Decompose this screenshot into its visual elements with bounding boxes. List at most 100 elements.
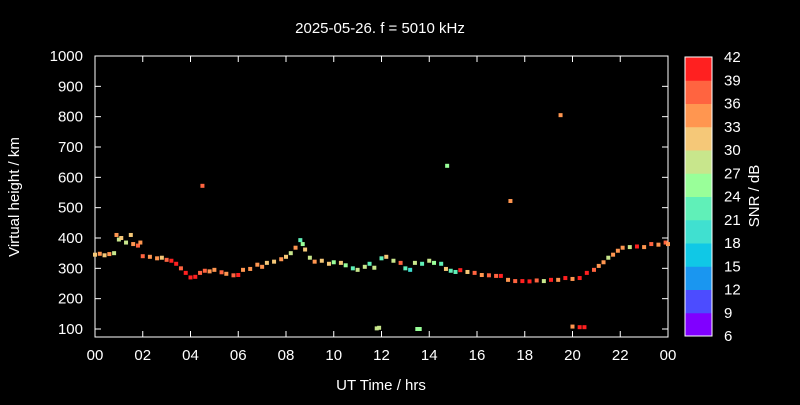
data-point — [241, 267, 246, 272]
colorbar-band — [685, 103, 712, 128]
data-point — [563, 276, 568, 281]
colorbar-band — [685, 196, 712, 221]
data-point — [255, 262, 260, 267]
data-point — [300, 242, 305, 247]
colorbar-tick-label: 27 — [724, 165, 741, 182]
data-point — [666, 242, 670, 247]
data-point — [577, 276, 582, 281]
data-point — [498, 273, 503, 278]
data-point — [479, 273, 484, 278]
data-point — [231, 273, 236, 278]
colorbar-band — [685, 266, 712, 290]
y-tick-label: 500 — [58, 200, 83, 217]
data-point — [159, 255, 164, 260]
data-point — [432, 260, 437, 265]
data-point — [584, 270, 589, 275]
colorbar-band — [685, 80, 712, 104]
colorbar-tick-label: 9 — [724, 305, 732, 322]
data-point — [202, 268, 207, 273]
data-point — [541, 279, 546, 284]
x-tick-label: 12 — [373, 347, 390, 364]
data-point — [155, 256, 160, 261]
colorbar-band — [685, 57, 712, 81]
data-point — [362, 264, 367, 269]
data-point — [135, 243, 140, 248]
data-point — [582, 325, 587, 330]
colorbar-band — [685, 243, 712, 267]
x-tick-label: 00 — [87, 347, 104, 364]
colorbar-label: SNR / dB — [746, 165, 763, 228]
data-point — [116, 237, 121, 242]
y-tick-label: 100 — [58, 321, 83, 338]
y-axis-label: Virtual height / km — [6, 137, 23, 257]
data-point — [472, 270, 477, 275]
data-point — [417, 327, 422, 331]
data-point — [102, 253, 107, 258]
data-point — [307, 255, 312, 260]
colorbar-tick-label: 6 — [724, 328, 732, 345]
y-tick-label: 800 — [58, 109, 83, 126]
x-tick-label: 20 — [564, 347, 581, 364]
y-tick-label: 300 — [58, 260, 83, 277]
data-point — [408, 267, 413, 272]
x-tick-label: 22 — [612, 347, 629, 364]
data-point — [534, 278, 539, 283]
data-point — [338, 260, 343, 265]
data-point — [264, 260, 269, 265]
y-tick-label: 700 — [58, 139, 83, 156]
colorbar-band — [685, 126, 712, 151]
colorbar-tick-label: 42 — [724, 49, 741, 66]
data-point — [272, 259, 277, 264]
data-point — [164, 257, 169, 262]
colorbar-band — [685, 289, 712, 314]
data-point — [663, 240, 668, 245]
chart-title: 2025-05-26. f = 5010 kHz — [295, 20, 465, 37]
data-point — [284, 254, 288, 259]
data-point — [174, 261, 179, 266]
data-point — [558, 113, 563, 118]
data-point — [520, 279, 525, 284]
data-point — [207, 269, 212, 274]
colorbar-tick-label: 12 — [724, 282, 741, 299]
data-point — [615, 248, 620, 253]
data-point — [486, 273, 491, 278]
data-point — [183, 270, 188, 275]
data-point — [513, 279, 518, 284]
data-point — [107, 252, 112, 257]
data-point — [303, 247, 308, 252]
data-point — [350, 266, 355, 271]
data-point — [494, 273, 499, 278]
data-point — [415, 327, 420, 331]
data-point — [570, 324, 575, 329]
data-point — [212, 267, 217, 272]
colorbar-tick-label: 15 — [724, 258, 741, 275]
data-point — [384, 254, 389, 259]
data-point — [527, 279, 532, 284]
data-point — [293, 245, 298, 250]
data-point — [372, 265, 377, 270]
data-point — [169, 258, 174, 263]
y-tick-label: 1000 — [50, 48, 83, 65]
x-axis-label: UT Time / hrs — [336, 377, 426, 394]
data-point — [379, 256, 384, 261]
data-point — [367, 261, 372, 266]
colorbar-band — [685, 173, 712, 197]
data-point — [549, 277, 554, 282]
data-point — [128, 232, 133, 237]
x-tick-label: 18 — [516, 347, 533, 364]
data-point — [642, 245, 647, 250]
data-point — [114, 232, 119, 237]
data-point — [448, 268, 453, 273]
data-point — [343, 263, 348, 268]
data-point — [627, 245, 632, 250]
colorbar-band — [685, 150, 712, 174]
x-tick-label: 08 — [278, 347, 295, 364]
colorbar-tick-label: 33 — [724, 119, 741, 136]
data-point — [119, 236, 124, 240]
data-point — [198, 270, 203, 275]
x-tick-label: 00 — [660, 347, 677, 364]
x-tick-label: 14 — [421, 347, 438, 364]
colorbar-tick-label: 21 — [724, 212, 741, 229]
colorbar-tick-label: 39 — [724, 72, 741, 89]
